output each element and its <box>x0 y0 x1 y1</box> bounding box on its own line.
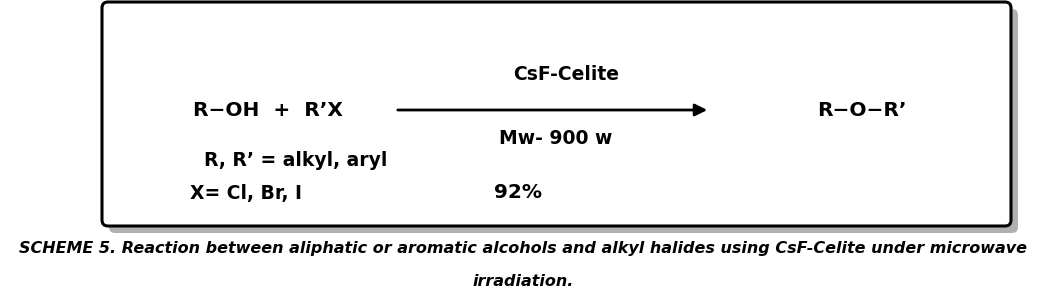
Text: 92%: 92% <box>494 184 542 202</box>
FancyBboxPatch shape <box>109 9 1018 233</box>
FancyBboxPatch shape <box>103 2 1011 226</box>
Text: X= Cl, Br, I: X= Cl, Br, I <box>190 184 302 202</box>
Text: CsF-Celite: CsF-Celite <box>513 66 619 84</box>
Text: R−O−R’: R−O−R’ <box>817 100 907 120</box>
Text: R−OH  +  R’X: R−OH + R’X <box>194 100 343 120</box>
Text: R, R’ = alkyl, aryl: R, R’ = alkyl, aryl <box>204 151 387 169</box>
Text: SCHEME 5. Reaction between aliphatic or aromatic alcohols and alkyl halides usin: SCHEME 5. Reaction between aliphatic or … <box>19 241 1027 256</box>
Text: irradiation.: irradiation. <box>473 274 573 290</box>
Text: Mw- 900 w: Mw- 900 w <box>499 128 613 148</box>
